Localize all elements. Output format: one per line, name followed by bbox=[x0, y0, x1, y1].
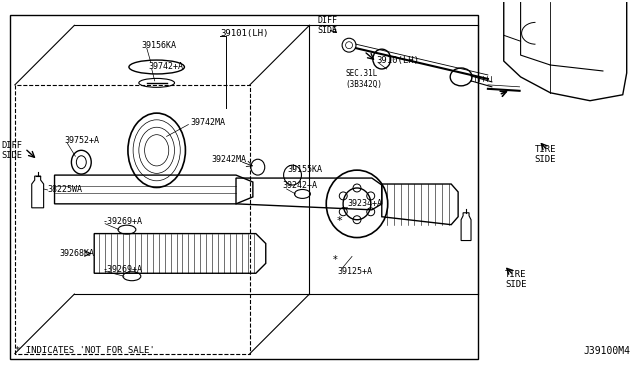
Text: 39242+A: 39242+A bbox=[283, 182, 317, 190]
Text: -39269+A: -39269+A bbox=[102, 217, 142, 226]
Text: 39156KA: 39156KA bbox=[142, 41, 177, 50]
Text: DIFF
SIDE: DIFF SIDE bbox=[1, 141, 22, 160]
Text: TIRE
SIDE: TIRE SIDE bbox=[534, 145, 556, 164]
Text: TIRE
SIDE: TIRE SIDE bbox=[505, 269, 526, 289]
Text: * INDICATES 'NOT FOR SALE': * INDICATES 'NOT FOR SALE' bbox=[15, 346, 155, 355]
Text: 39752+A: 39752+A bbox=[65, 136, 99, 145]
Text: DIFF
SIDE: DIFF SIDE bbox=[317, 16, 337, 35]
Text: 38225WA: 38225WA bbox=[47, 186, 83, 195]
Text: 39242MA: 39242MA bbox=[211, 155, 246, 164]
Text: 39742+A: 39742+A bbox=[148, 61, 184, 71]
Text: 39125+A: 39125+A bbox=[337, 267, 372, 276]
Text: SEC.31L
(3B342Q): SEC.31L (3B342Q) bbox=[345, 69, 382, 89]
Text: *: * bbox=[337, 216, 342, 226]
Text: -39269+A: -39269+A bbox=[102, 265, 142, 274]
Text: 39155KA: 39155KA bbox=[287, 165, 323, 174]
Text: J39100M4: J39100M4 bbox=[583, 346, 630, 356]
Text: 39742MA: 39742MA bbox=[190, 118, 225, 127]
Text: 39268KA: 39268KA bbox=[60, 249, 95, 258]
Text: 39234+A: 39234+A bbox=[347, 199, 382, 208]
Text: 39101(LH): 39101(LH) bbox=[220, 29, 269, 38]
Text: *: * bbox=[333, 255, 337, 265]
Text: 3910(LH): 3910(LH) bbox=[377, 55, 420, 65]
